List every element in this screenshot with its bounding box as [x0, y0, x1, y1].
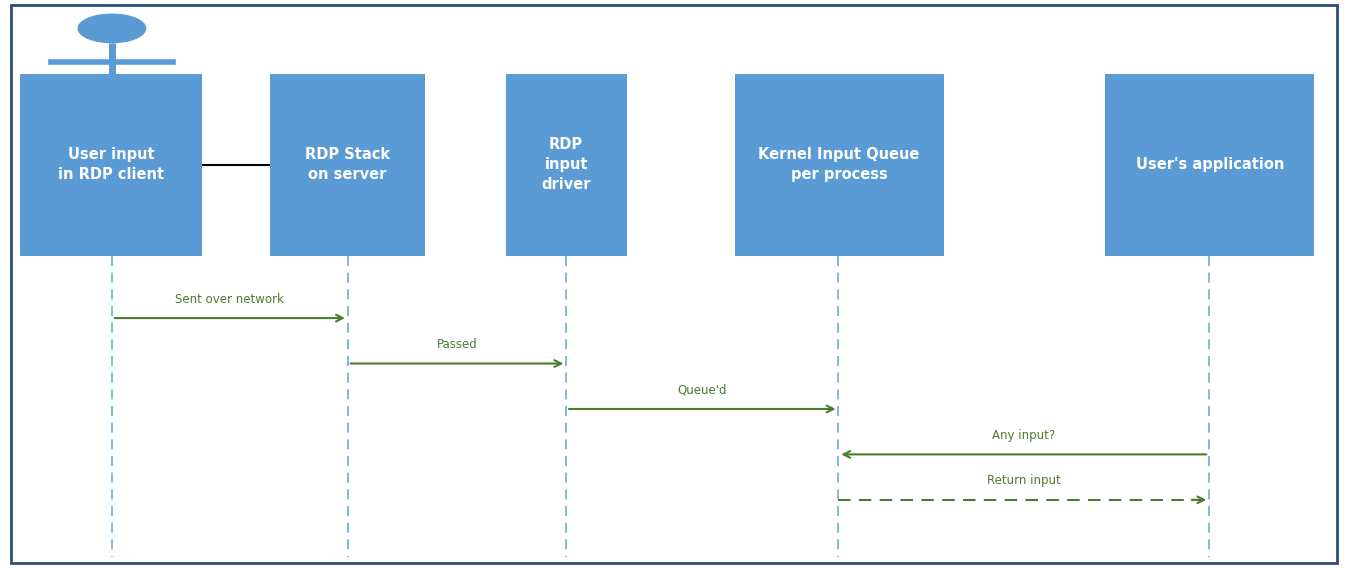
Text: Queue'd: Queue'd	[678, 383, 727, 396]
FancyBboxPatch shape	[1105, 74, 1314, 256]
Text: Sent over network: Sent over network	[175, 293, 284, 306]
Text: RDP Stack
on server: RDP Stack on server	[305, 147, 390, 182]
FancyBboxPatch shape	[270, 74, 425, 256]
Text: Return input: Return input	[987, 474, 1061, 487]
Text: User input
in RDP client: User input in RDP client	[58, 147, 164, 182]
Text: RDP
input
driver: RDP input driver	[542, 137, 590, 192]
Text: Any input?: Any input?	[992, 429, 1055, 442]
Text: Kernel Input Queue
per process: Kernel Input Queue per process	[759, 147, 919, 182]
FancyBboxPatch shape	[735, 74, 944, 256]
Text: Passed: Passed	[437, 338, 477, 351]
Text: User's application: User's application	[1135, 157, 1285, 172]
FancyBboxPatch shape	[506, 74, 627, 256]
FancyBboxPatch shape	[20, 74, 202, 256]
Circle shape	[78, 14, 146, 43]
